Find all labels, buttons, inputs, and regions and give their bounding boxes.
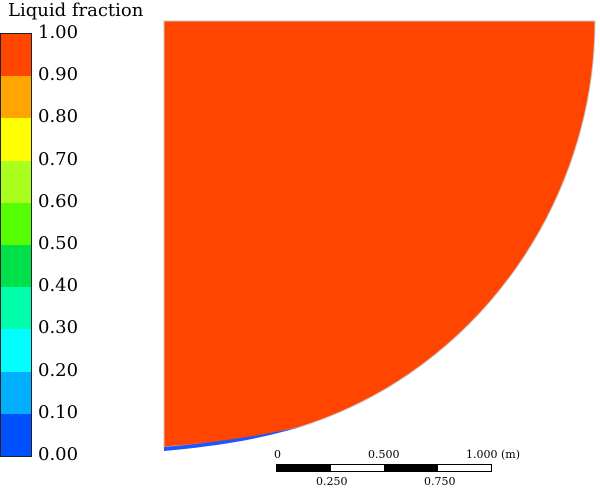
scale-label-1000: 1.000 (m) (466, 448, 521, 461)
legend-tick-label: 0.00 (38, 444, 79, 465)
scale-label-0750: 0.750 (424, 475, 456, 488)
color-legend-bar (0, 33, 32, 457)
legend-tick-label: 1.00 (38, 22, 79, 43)
legend-band (1, 287, 31, 330)
legend-title: Liquid fraction (8, 0, 144, 21)
legend-band (1, 34, 31, 77)
legend-tick-label: 0.50 (38, 233, 79, 254)
legend-tick-label: 0.60 (38, 190, 79, 212)
legend-tick-label: 0.90 (38, 64, 79, 86)
legend-band (1, 371, 31, 415)
legend-tick-label: 0.80 (38, 106, 79, 128)
legend-band (1, 160, 31, 204)
legend-tick-label: 0.30 (38, 317, 79, 339)
legend-tick-label: 0.40 (38, 275, 79, 297)
legend-tick-label: 0.20 (38, 359, 79, 381)
legend-tick-label: 0.70 (38, 148, 79, 170)
legend-band (1, 76, 31, 119)
scale-label-0: 0 (274, 448, 281, 461)
melt-interface-strip (164, 427, 300, 451)
scale-bar (276, 464, 492, 472)
legend-band (1, 245, 31, 288)
legend-tick-label: 0.10 (38, 401, 79, 423)
scale-label-0500: 0.500 (368, 448, 400, 461)
legend-band (1, 413, 31, 457)
domain-region (163, 20, 596, 448)
legend-band (1, 118, 31, 162)
legend-band (1, 202, 31, 246)
legend-band (1, 329, 31, 373)
scale-label-0250: 0.250 (316, 475, 348, 488)
